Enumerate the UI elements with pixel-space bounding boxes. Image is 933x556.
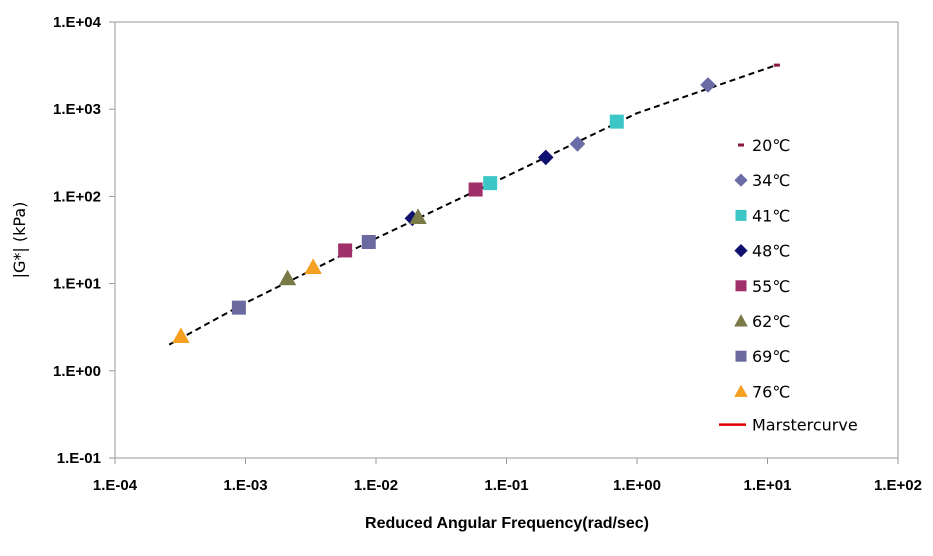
legend-label: 69℃ — [752, 347, 790, 366]
data-point — [537, 149, 554, 166]
x-tick-label: 1.E-01 — [484, 477, 528, 494]
data-point — [409, 208, 427, 224]
legend-marker — [734, 173, 748, 187]
data-point — [609, 114, 624, 129]
x-tick-label: 1.E+01 — [744, 477, 792, 494]
y-tick-label: 1.E-01 — [57, 450, 101, 467]
data-point — [569, 136, 586, 152]
legend-label: 20℃ — [752, 136, 790, 155]
y-tick-label: 1.E+00 — [53, 363, 101, 380]
legend-marker — [734, 314, 748, 327]
y-tick-label: 1.E+01 — [53, 276, 101, 293]
x-tick-label: 1.E+02 — [874, 477, 922, 494]
legend-label: 55℃ — [752, 277, 790, 296]
axes: 1.E-04 1.E-03 1.E-02 1.E-01 1.E+00 1.E+01 1.E+… — [53, 14, 922, 494]
data-point — [483, 176, 498, 191]
mastercurve-line — [168, 63, 779, 346]
legend-marker — [734, 384, 748, 397]
x-tick-label: 1.E-02 — [354, 477, 398, 494]
legend: 20℃ 34℃ 41℃ 48℃ 55℃ 62℃ 69℃ 76℃ Marstercurve — [719, 136, 858, 435]
mastercurve-layer — [168, 63, 779, 346]
y-tick-label: 1.E+03 — [53, 101, 101, 118]
legend-marker — [735, 209, 747, 221]
x-tick-label: 1.E-04 — [93, 477, 138, 494]
data-point — [773, 63, 780, 67]
legend-label: 48℃ — [752, 242, 790, 261]
y-tick-label: 1.E+04 — [53, 14, 102, 31]
data-point — [231, 300, 246, 315]
legend-marker — [734, 244, 748, 258]
x-tick-label: 1.E-03 — [223, 477, 267, 494]
y-axis-title: |G*| (kPa) — [10, 202, 29, 279]
x-tick-label: 1.E+00 — [613, 477, 661, 494]
data-point — [361, 234, 376, 249]
legend-label: 76℃ — [752, 382, 790, 401]
legend-label: 62℃ — [752, 312, 790, 331]
data-point — [338, 243, 353, 258]
legend-marker — [738, 143, 744, 147]
data-points — [172, 63, 780, 344]
legend-label: 41℃ — [752, 206, 790, 225]
legend-label: 34℃ — [752, 171, 790, 190]
x-axis-title: Reduced Angular Frequency(rad/sec) — [365, 515, 649, 532]
legend-marker — [735, 350, 747, 362]
data-point — [304, 258, 322, 274]
y-tick-label: 1.E+02 — [53, 188, 101, 205]
legend-marker — [735, 280, 747, 292]
data-point — [468, 182, 483, 197]
data-point — [278, 269, 297, 286]
data-point — [172, 327, 190, 344]
legend-label: Marstercurve — [752, 416, 858, 435]
data-point — [700, 77, 716, 93]
